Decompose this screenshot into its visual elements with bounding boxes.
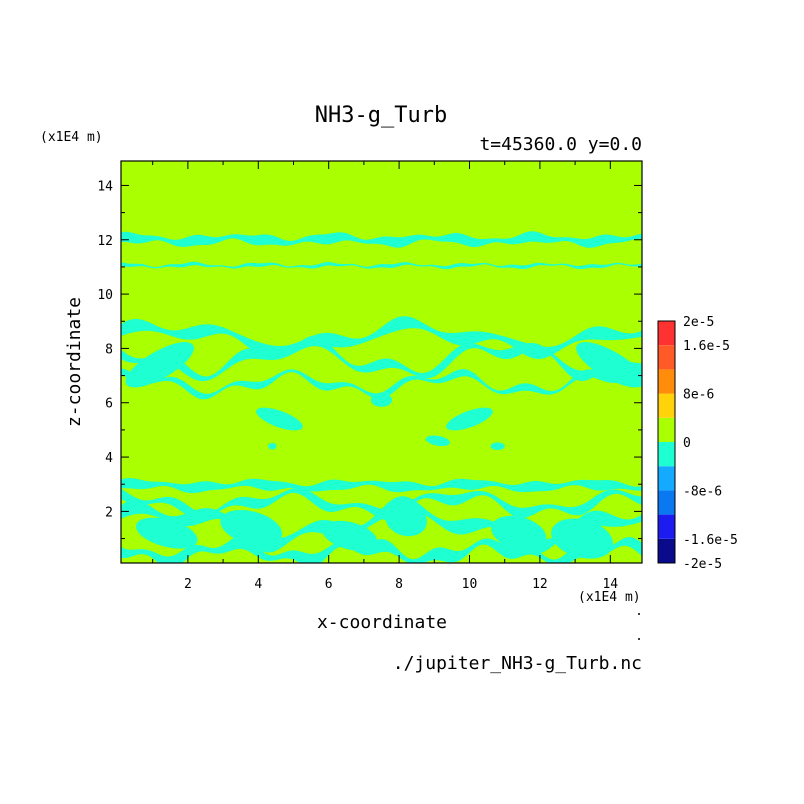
colorbar-swatch <box>658 442 675 467</box>
colorbar: 2e-5 1.6e-5 8e-6 0 -8e-6 -1.6e-5 -2e-5 <box>657 315 738 572</box>
feature-band-lower <box>121 478 642 494</box>
feature-blob <box>576 342 642 388</box>
feature-blob <box>125 342 194 388</box>
feature-eddy <box>491 515 547 551</box>
x-tick-label: 10 <box>462 577 478 592</box>
colorbar-swatch <box>658 538 675 563</box>
colorbar-tick-label: 1.6e-5 <box>683 339 730 354</box>
plot-frame <box>120 160 643 564</box>
colorbar-swatch <box>658 321 675 346</box>
feature-eddy-band-1 <box>121 487 642 521</box>
colorbar-tick-label: 8e-6 <box>683 388 714 403</box>
marker-dot <box>638 638 640 640</box>
feature-eddy <box>135 517 198 549</box>
colorbar-tick-label: 2e-5 <box>683 315 714 330</box>
colorbar-swatch <box>658 514 675 539</box>
colorbar-swatch <box>658 393 675 418</box>
feature-blob <box>425 435 450 447</box>
feature-wave-3 <box>121 368 642 400</box>
y-tick-label: 6 <box>105 397 113 412</box>
colorbar-frame <box>657 320 676 564</box>
y-unit-label: (x1E4 m) <box>40 130 103 145</box>
y-tick-label: 2 <box>105 505 113 520</box>
x-tick-label: 2 <box>184 577 192 592</box>
x-tick-label: 14 <box>602 577 618 592</box>
chart-subtitle: t=45360.0 y=0.0 <box>479 134 642 155</box>
colorbar-tick-label: -1.6e-5 <box>683 533 738 548</box>
colorbar-tick-label: -2e-5 <box>683 557 722 572</box>
x-tick-label: 8 <box>395 577 403 592</box>
feature-wave-1 <box>121 316 642 359</box>
y-tick-label: 4 <box>105 451 113 466</box>
colorbar-swatch <box>658 466 675 491</box>
x-axis-label: x-coordinate <box>317 612 447 633</box>
feature-band-upper-thin <box>121 261 642 270</box>
feature-band-upper <box>121 231 642 248</box>
feature-blob <box>490 442 505 451</box>
feature-blob <box>268 442 277 450</box>
colorbar-swatch <box>658 490 675 515</box>
y-tick-label: 14 <box>97 179 113 194</box>
feature-eddy <box>220 509 283 546</box>
x-tick-label: 4 <box>254 577 262 592</box>
feature-eddy <box>322 520 378 551</box>
marker-dot <box>638 613 640 615</box>
feature-blob <box>256 407 303 431</box>
colorbar-swatch <box>658 417 675 442</box>
y-tick-label: 10 <box>97 288 113 303</box>
chart-title: NH3-g_Turb <box>315 103 447 128</box>
y-tick-label: 8 <box>105 342 113 357</box>
source-file-label: ./jupiter_NH3-g_Turb.nc <box>393 653 642 674</box>
x-unit-label: (x1E4 m) <box>578 590 641 605</box>
x-tick-label: 6 <box>325 577 333 592</box>
y-tick-label: 12 <box>97 234 113 249</box>
x-tick-label: 12 <box>532 577 548 592</box>
y-axis-label: z-coordinate <box>64 297 85 427</box>
feature-eddy <box>385 502 427 537</box>
colorbar-swatch <box>658 345 675 370</box>
feature-blob <box>446 407 493 431</box>
colorbar-swatch <box>658 369 675 394</box>
colorbar-tick-label: 0 <box>683 436 691 451</box>
feature-blob <box>370 393 393 407</box>
contour-field <box>121 161 642 563</box>
colorbar-tick-label: -8e-6 <box>683 484 722 499</box>
feature-eddy <box>551 518 614 559</box>
